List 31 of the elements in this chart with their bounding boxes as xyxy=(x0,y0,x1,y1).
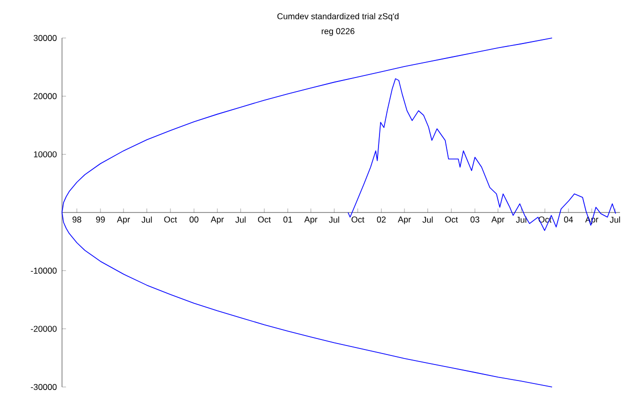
x-tick-label: Oct xyxy=(352,216,364,223)
y-tick-label: -20000 xyxy=(30,326,57,332)
x-tick-label: 02 xyxy=(376,216,386,223)
x-tick-label: 01 xyxy=(283,216,292,223)
x-tick-label: Oct xyxy=(258,216,271,223)
x-tick-label: Apr xyxy=(304,216,318,224)
x-tick-label: Jul xyxy=(235,216,246,223)
y-tick-label: 30000 xyxy=(34,34,57,41)
x-tick-label: 00 xyxy=(190,216,198,223)
x-tick-label: Apr xyxy=(491,216,504,224)
x-tick-label: 99 xyxy=(96,216,105,223)
x-tick-label: Jul xyxy=(516,216,526,223)
y-tick-label: 10000 xyxy=(34,151,57,158)
chart-subtitle: reg 0226 xyxy=(322,28,354,36)
y-tick-label: -10000 xyxy=(30,268,57,274)
x-tick-label: Apr xyxy=(398,216,411,224)
line-series xyxy=(62,38,552,388)
x-tick-label: 03 xyxy=(470,216,480,223)
x-tick-label: 04 xyxy=(564,216,573,223)
chart-title: Cumdev standardized trial zSq'd xyxy=(277,13,398,21)
y-tick-label: 20000 xyxy=(34,93,57,100)
x-tick-label: Oct xyxy=(445,216,458,223)
x-tick-label: 98 xyxy=(72,216,82,223)
x-tick-label: Apr xyxy=(116,216,130,224)
x-tick-label: Jul xyxy=(422,216,433,223)
x-tick-label: Jul xyxy=(142,216,152,223)
y-tick-label: -30000 xyxy=(30,384,57,390)
x-tick-label: Jul xyxy=(610,216,620,223)
x-tick-label: Apr xyxy=(210,216,224,224)
x-tick-label: Oct xyxy=(164,216,177,223)
x-tick-label: Jul xyxy=(328,216,340,223)
